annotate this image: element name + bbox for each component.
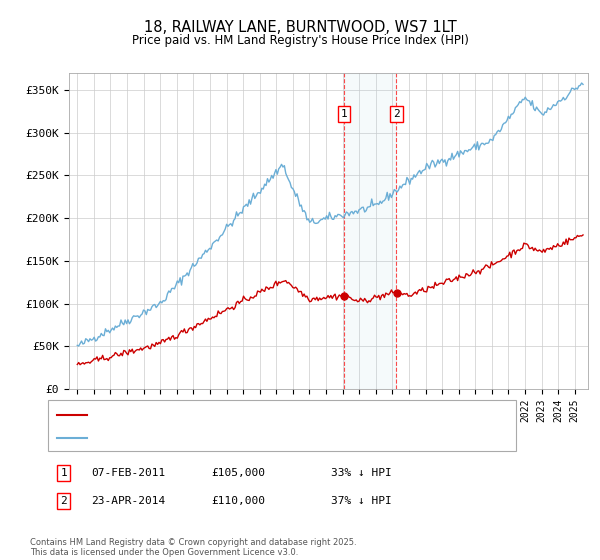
Text: 18, RAILWAY LANE, BURNTWOOD, WS7 1LT: 18, RAILWAY LANE, BURNTWOOD, WS7 1LT xyxy=(143,20,457,35)
Text: 37% ↓ HPI: 37% ↓ HPI xyxy=(331,496,392,506)
Text: 1: 1 xyxy=(341,109,347,119)
Text: 07-FEB-2011: 07-FEB-2011 xyxy=(91,468,166,478)
Text: 33% ↓ HPI: 33% ↓ HPI xyxy=(331,468,392,478)
Text: 1: 1 xyxy=(60,468,67,478)
Text: 2: 2 xyxy=(60,496,67,506)
Text: Price paid vs. HM Land Registry's House Price Index (HPI): Price paid vs. HM Land Registry's House … xyxy=(131,34,469,46)
Text: Contains HM Land Registry data © Crown copyright and database right 2025.
This d: Contains HM Land Registry data © Crown c… xyxy=(30,538,356,557)
Text: 23-APR-2014: 23-APR-2014 xyxy=(91,496,166,506)
Text: £110,000: £110,000 xyxy=(211,496,265,506)
Text: 2: 2 xyxy=(393,109,400,119)
Text: HPI: Average price, semi-detached house, Lichfield: HPI: Average price, semi-detached house,… xyxy=(93,433,406,443)
Text: £105,000: £105,000 xyxy=(211,468,265,478)
Text: 18, RAILWAY LANE, BURNTWOOD, WS7 1LT (semi-detached house): 18, RAILWAY LANE, BURNTWOOD, WS7 1LT (se… xyxy=(93,409,455,419)
Bar xyxy=(344,73,397,389)
